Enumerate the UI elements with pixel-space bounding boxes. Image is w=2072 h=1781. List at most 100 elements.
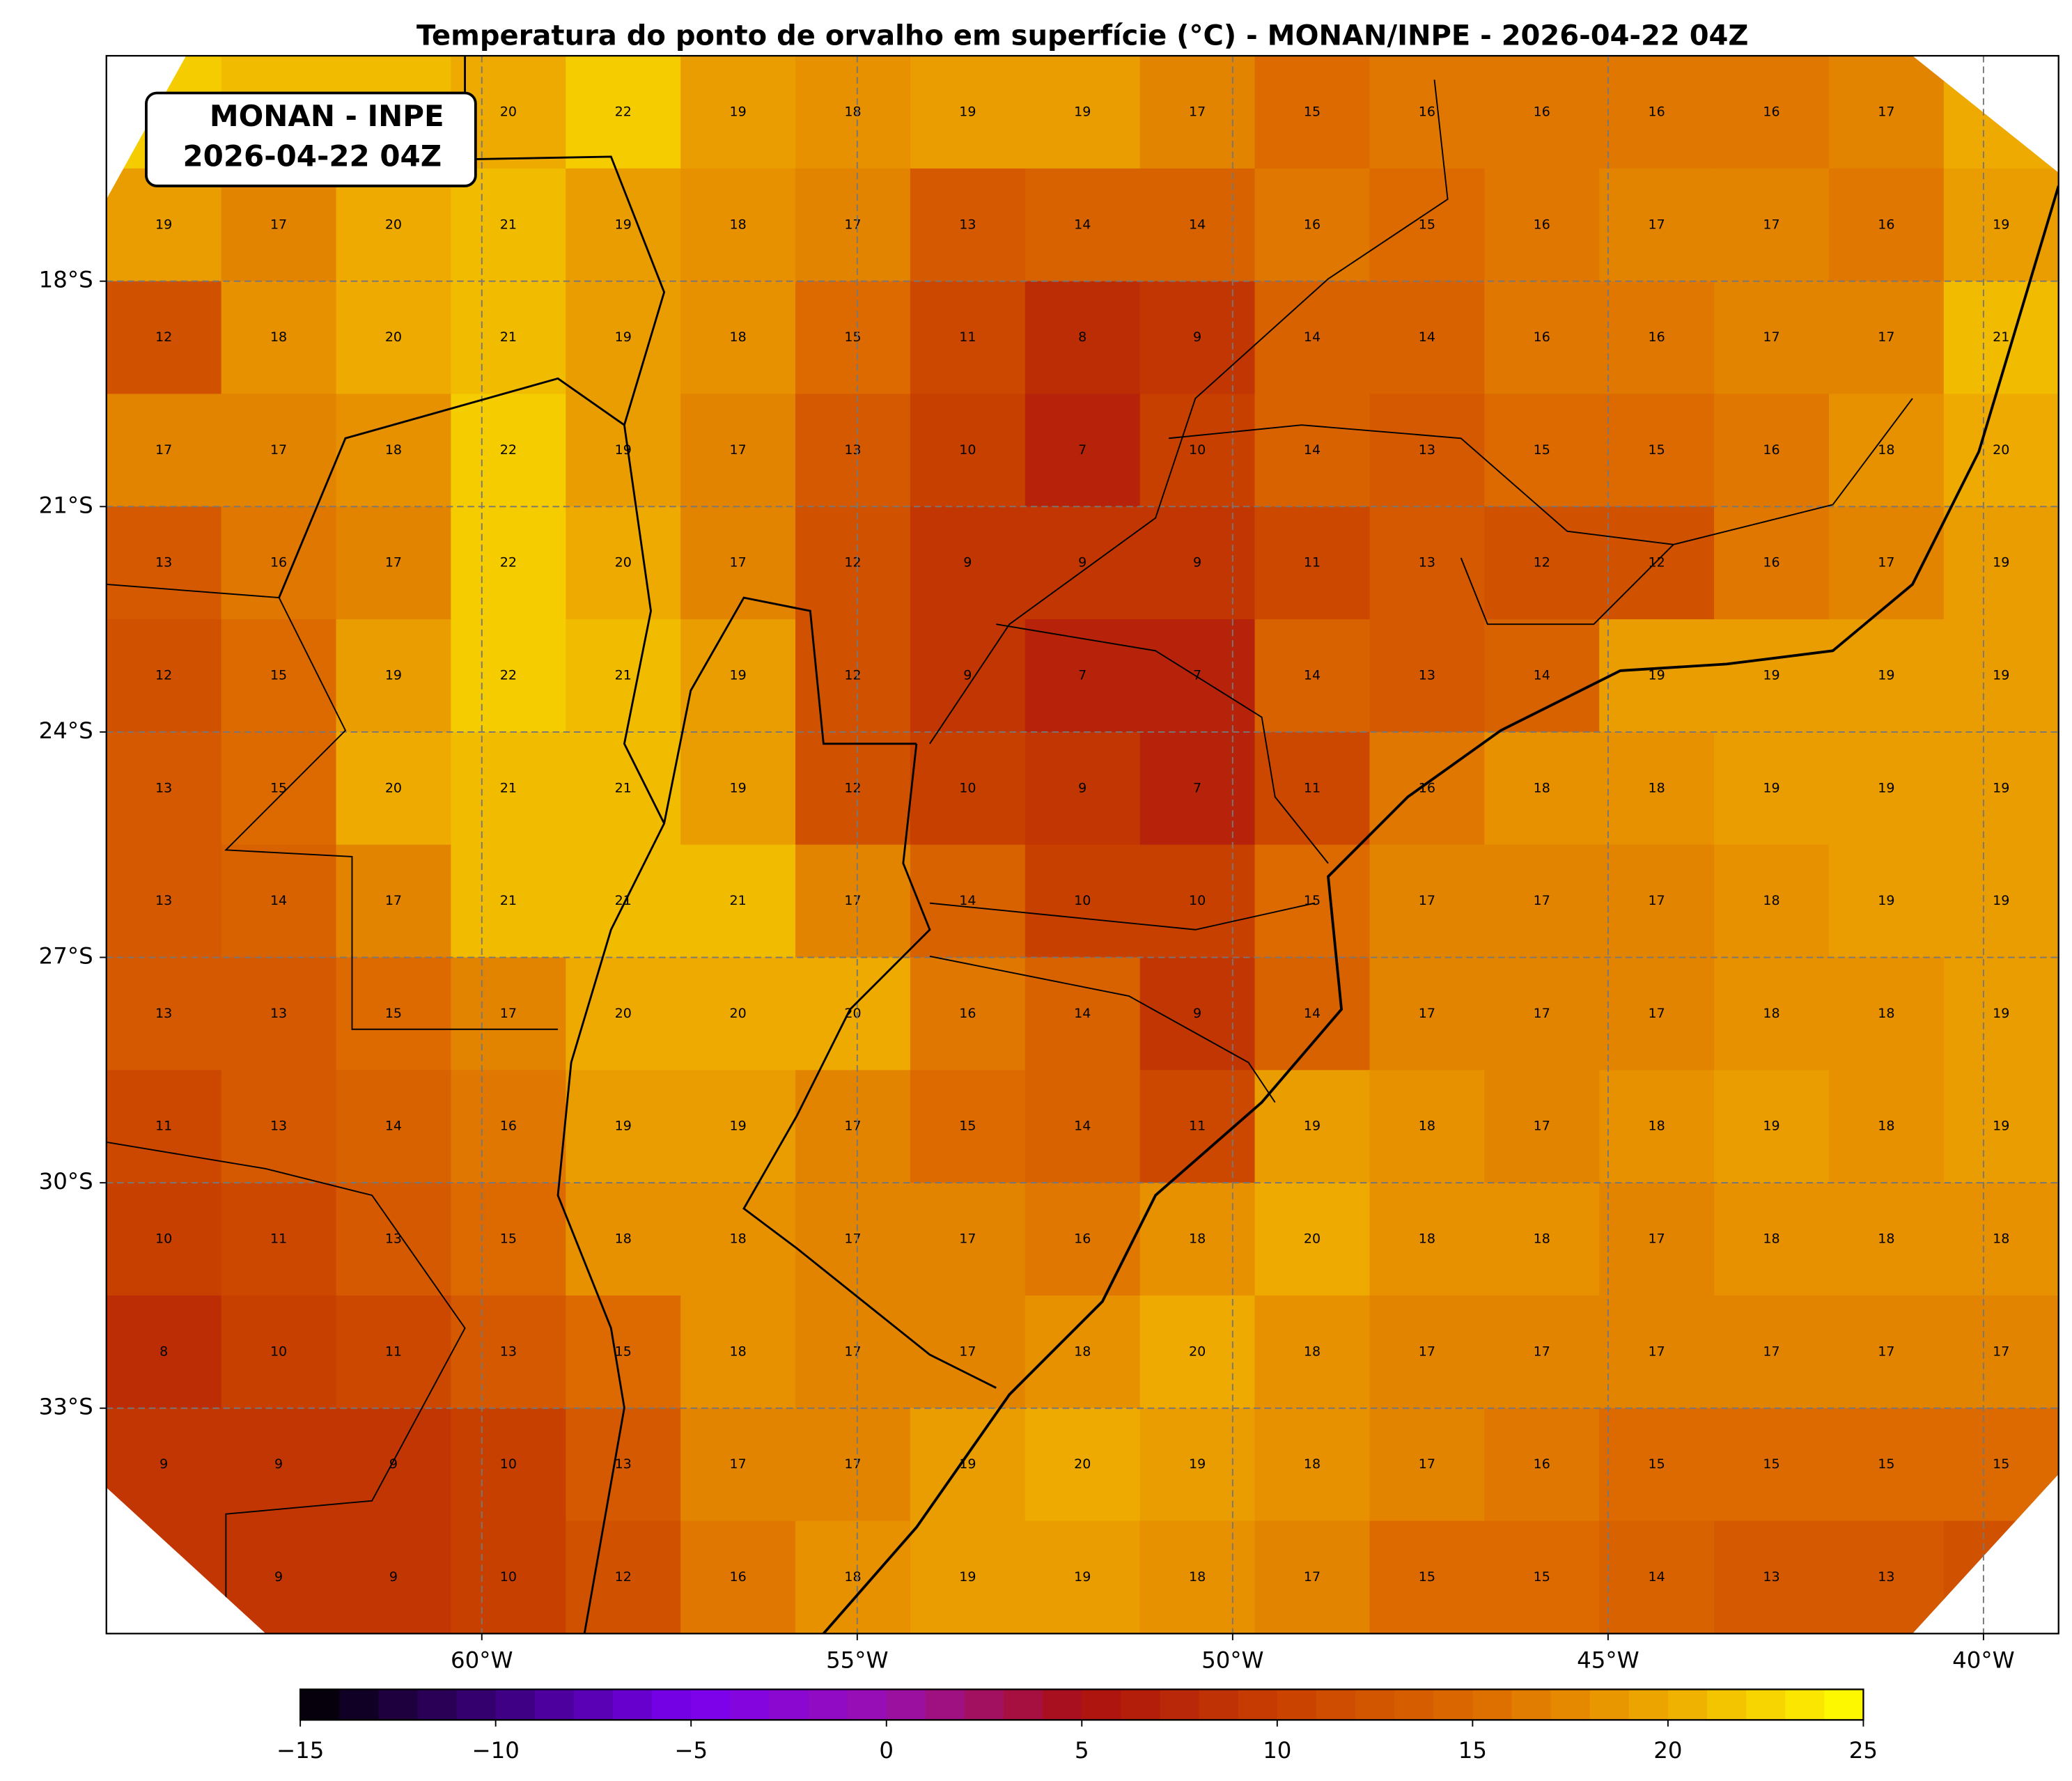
colorbar-segment xyxy=(1082,1689,1122,1720)
field-cell xyxy=(451,168,567,282)
field-cell xyxy=(1369,1070,1486,1184)
value-label: 8 xyxy=(1078,329,1086,345)
value-label: 17 xyxy=(1649,893,1665,908)
field-cell xyxy=(1025,1070,1141,1184)
colorbar-segment xyxy=(495,1689,536,1720)
value-label: 19 xyxy=(1189,1456,1206,1472)
value-label: 9 xyxy=(1193,329,1201,345)
field-cell xyxy=(1828,731,1945,846)
field-cell xyxy=(910,844,1026,958)
field-cell xyxy=(221,731,337,846)
value-label: 17 xyxy=(1419,1456,1435,1472)
value-label: 17 xyxy=(729,555,746,570)
value-label: 15 xyxy=(615,1344,632,1359)
field-cell xyxy=(795,1408,911,1522)
field-cell xyxy=(106,168,222,282)
field-cell xyxy=(1254,1521,1371,1634)
value-label: 13 xyxy=(155,1006,172,1021)
value-label: 15 xyxy=(1534,442,1550,458)
field-cell xyxy=(910,1070,1026,1184)
value-label: 15 xyxy=(1304,893,1321,908)
value-label: 14 xyxy=(270,893,287,908)
title: Temperatura do ponto de orvalho em super… xyxy=(416,20,1748,52)
value-label: 19 xyxy=(1763,1119,1779,1134)
field-cell xyxy=(795,394,911,508)
field-cell xyxy=(1254,506,1371,621)
value-label: 14 xyxy=(1189,217,1206,232)
value-label: 18 xyxy=(1189,1569,1206,1585)
value-label: 16 xyxy=(270,555,287,570)
value-label: 18 xyxy=(1189,1231,1206,1247)
field-cell xyxy=(336,957,452,1071)
x-tick-label: 55°W xyxy=(826,1647,888,1673)
field-cell xyxy=(336,731,452,846)
colorbar-segment xyxy=(456,1689,497,1720)
value-label: 10 xyxy=(500,1569,517,1585)
value-label: 17 xyxy=(844,217,861,232)
field-cell xyxy=(1714,1295,1830,1409)
field-cell xyxy=(1714,619,1830,733)
field-cell xyxy=(451,1295,567,1409)
colorbar-segment xyxy=(691,1689,731,1720)
field-cell xyxy=(1943,1521,2059,1634)
value-label: 15 xyxy=(1419,217,1435,232)
field-cell xyxy=(1599,506,1715,621)
value-label: 13 xyxy=(1419,442,1435,458)
field-cell xyxy=(1828,1183,1945,1296)
value-label: 17 xyxy=(1649,1344,1665,1359)
value-label: 15 xyxy=(1763,1456,1779,1472)
field-cell xyxy=(910,957,1026,1071)
value-label: 21 xyxy=(615,780,632,795)
value-label: 16 xyxy=(1534,104,1550,119)
value-label: 18 xyxy=(1649,1119,1665,1134)
value-label: 17 xyxy=(959,1344,976,1359)
field-cell xyxy=(566,1070,682,1184)
field-cell xyxy=(1369,168,1486,282)
value-label: 14 xyxy=(1649,1569,1665,1585)
value-label: 11 xyxy=(385,1344,402,1359)
grid xyxy=(106,56,2059,1634)
colorbar-segment xyxy=(1433,1689,1474,1720)
value-label: 18 xyxy=(729,1231,746,1247)
field-cell xyxy=(1599,957,1715,1071)
value-label: 21 xyxy=(500,893,517,908)
field-cell xyxy=(910,281,1026,395)
value-label: 17 xyxy=(1649,217,1665,232)
value-label: 17 xyxy=(500,1006,517,1021)
value-label: 12 xyxy=(844,668,861,683)
value-label: 19 xyxy=(1993,668,2009,683)
value-label: 14 xyxy=(1074,217,1091,232)
field-cell xyxy=(336,619,452,733)
field-cell xyxy=(1714,957,1830,1071)
value-label: 12 xyxy=(1993,1569,2009,1585)
field-cell xyxy=(1484,619,1600,733)
field-cell xyxy=(106,619,222,733)
value-label: 14 xyxy=(1419,329,1435,345)
field-cell xyxy=(1599,1070,1715,1184)
value-label: 15 xyxy=(1649,442,1665,458)
field-cell xyxy=(680,56,796,169)
field-cell xyxy=(1943,56,2059,169)
value-label: 19 xyxy=(1763,780,1779,795)
field-cell xyxy=(1828,957,1945,1071)
field-cell xyxy=(795,168,911,282)
value-label: 18 xyxy=(270,329,287,345)
value-label: 14 xyxy=(1534,668,1550,683)
value-label: 15 xyxy=(1993,1456,2009,1472)
field-cell xyxy=(106,957,222,1071)
value-label: 9 xyxy=(389,1456,398,1472)
colorbar-segment xyxy=(1589,1689,1630,1720)
value-label: 15 xyxy=(1304,104,1321,119)
field-cell xyxy=(451,619,567,733)
field-cell xyxy=(451,731,567,846)
value-label: 17 xyxy=(1649,1006,1665,1021)
field-cell xyxy=(566,56,682,169)
value-label: 20 xyxy=(615,555,632,570)
field-cell xyxy=(1943,619,2059,733)
colorbar-segment xyxy=(1746,1689,1786,1720)
value-label: 17 xyxy=(1763,217,1779,232)
field-cell xyxy=(1254,844,1371,958)
colorbar-segment xyxy=(1394,1689,1435,1720)
value-label: 17 xyxy=(1763,1344,1779,1359)
field-cell xyxy=(1714,731,1830,846)
